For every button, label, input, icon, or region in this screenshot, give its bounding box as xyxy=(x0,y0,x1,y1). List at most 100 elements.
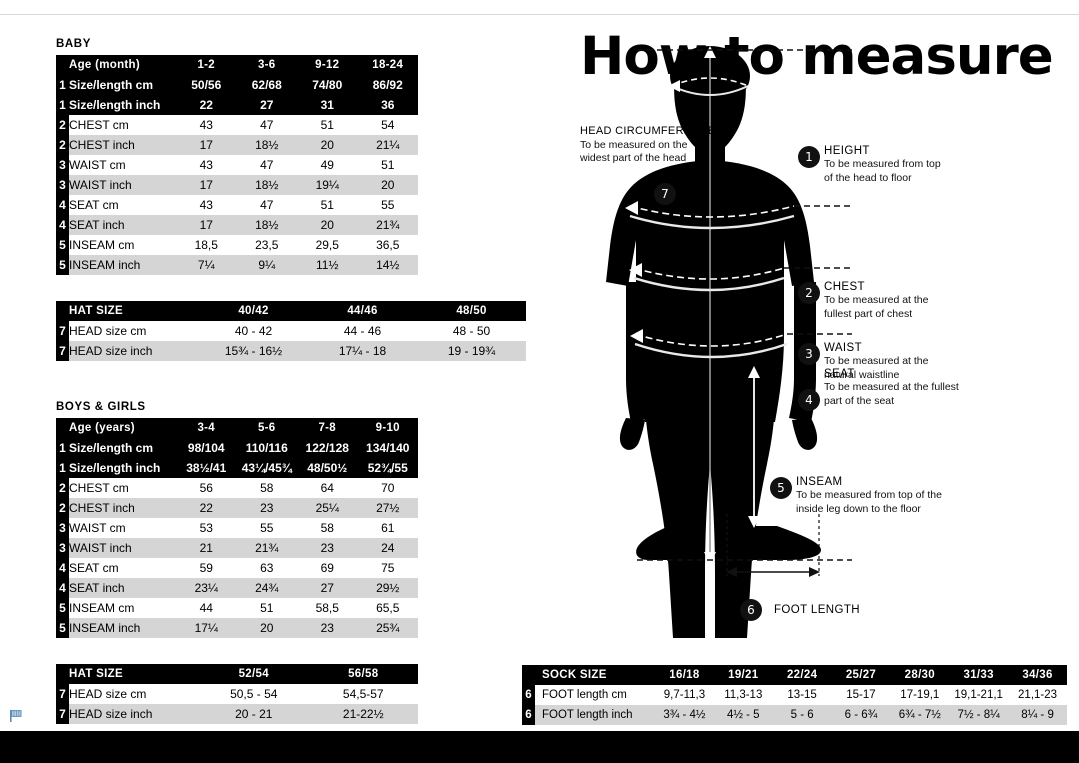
column-header-label: HAT SIZE xyxy=(69,301,199,321)
table-cell: 74/80 xyxy=(297,75,358,95)
tables-column: BABY Age (month) 1-2 3-6 9-12 18-24 1 Size/len… xyxy=(56,38,526,724)
baby-hat-body: HAT SIZE 40/42 44/46 48/50 7 HEAD size cm 40 -… xyxy=(56,301,526,361)
row-label: FOOT length cm xyxy=(535,685,656,705)
column-header: 9-12 xyxy=(297,55,358,75)
table-cell: 31 xyxy=(297,95,358,115)
bottom-bar xyxy=(0,731,1079,763)
row-label: WAIST cm xyxy=(69,518,176,538)
table-cell: 58 xyxy=(236,478,297,498)
row-index: 7 xyxy=(56,704,69,724)
row-label: WAIST cm xyxy=(69,155,176,175)
table-cell: 59 xyxy=(176,558,237,578)
row-index xyxy=(56,664,69,684)
table-cell: 23 xyxy=(297,538,358,558)
column-header-label: Age (month) xyxy=(69,55,176,75)
table-cell: 11,3-13 xyxy=(713,685,773,705)
waist-measure-guide xyxy=(629,263,852,292)
table-row: 4 SEAT cm 43 47 51 55 xyxy=(56,195,418,215)
marker-7: 7 xyxy=(654,183,676,205)
table-cell: 21¼ xyxy=(357,135,418,155)
table-cell: 54 xyxy=(357,115,418,135)
table-row: 7 HEAD size inch 15¾ - 16½ 17¼ - 18 19 - 19¾ xyxy=(56,341,526,361)
table-cell: 43 xyxy=(176,195,237,215)
table-cell: 20 xyxy=(357,175,418,195)
table-cell: 36 xyxy=(357,95,418,115)
table-cell: 70 xyxy=(357,478,418,498)
table-cell: 25¼ xyxy=(297,498,358,518)
table-cell: 44 xyxy=(176,598,237,618)
table-cell: 51 xyxy=(297,115,358,135)
table-cell: 40 - 42 xyxy=(199,321,308,341)
table-cell: 17 xyxy=(176,175,237,195)
callout-height-line1: To be measured from top xyxy=(824,158,941,171)
row-label: Size/length cm xyxy=(69,75,176,95)
boys-hat-body: HAT SIZE 52/54 56/58 7 HEAD size cm 50,5 - 54… xyxy=(56,664,418,724)
row-index: 3 xyxy=(56,155,69,175)
row-label: Size/length inch xyxy=(69,458,176,478)
row-index: 2 xyxy=(56,498,69,518)
column-header-label: Age (years) xyxy=(69,418,176,438)
callout-inseam-line2: inside leg down to the floor xyxy=(796,502,921,515)
chest-measure-guide xyxy=(625,201,852,230)
table-row: 2 CHEST cm 56 58 64 70 xyxy=(56,478,418,498)
table-cell: 17-19,1 xyxy=(890,685,950,705)
row-label: CHEST inch xyxy=(69,135,176,155)
marker-1: 1 xyxy=(798,146,820,168)
column-header: 19/21 xyxy=(713,665,773,685)
table-cell: 4½ - 5 xyxy=(713,705,773,725)
table-cell: 3¾ - 4½ xyxy=(655,705,714,725)
row-index: 6 xyxy=(522,705,535,725)
baby-table-body: Age (month) 1-2 3-6 9-12 18-24 1 Size/length c… xyxy=(56,55,418,275)
column-header: 34/36 xyxy=(1008,665,1067,685)
table-cell: 19 - 19¾ xyxy=(417,341,526,361)
table-cell: 17 xyxy=(176,135,237,155)
table-cell: 29,5 xyxy=(297,235,358,255)
table-cell: 21¾ xyxy=(236,538,297,558)
row-index: 5 xyxy=(56,618,69,638)
table-cell: 134/140 xyxy=(357,438,418,458)
table-header-row: HAT SIZE 40/42 44/46 48/50 xyxy=(56,301,526,321)
table-cell: 122/128 xyxy=(297,438,358,458)
table-cell: 58,5 xyxy=(297,598,358,618)
row-index: 3 xyxy=(56,538,69,558)
table-cell: 75 xyxy=(357,558,418,578)
table-cell: 27½ xyxy=(357,498,418,518)
table-cell: 61 xyxy=(357,518,418,538)
row-label: CHEST inch xyxy=(69,498,176,518)
row-label: Size/length inch xyxy=(69,95,176,115)
how-to-measure-heading: How to measure xyxy=(580,26,1054,87)
table-cell: 14½ xyxy=(357,255,418,275)
table-cell: 9¼ xyxy=(236,255,297,275)
table-row: 1 Size/length inch 38½/41 43¼/45¾ 48/50½ 52¾/… xyxy=(56,458,418,478)
table-cell: 17¼ xyxy=(176,618,237,638)
row-index: 2 xyxy=(56,135,69,155)
table-cell: 23,5 xyxy=(236,235,297,255)
table-cell: 15-17 xyxy=(831,685,891,705)
row-index: 3 xyxy=(56,518,69,538)
table-cell: 51 xyxy=(357,155,418,175)
foot-length-measure-guide xyxy=(637,514,852,577)
callout-inseam: INSEAM To be measured from top of the in… xyxy=(796,475,942,516)
row-index: 1 xyxy=(56,95,69,115)
callout-chest: CHEST To be measured at the fullest part… xyxy=(824,280,928,321)
table-row: 2 CHEST inch 22 23 25¼ 27½ xyxy=(56,498,418,518)
table-cell: 65,5 xyxy=(357,598,418,618)
column-header: 22/24 xyxy=(772,665,832,685)
table-row: 1 Size/length cm 50/56 62/68 74/80 86/92 xyxy=(56,75,418,95)
table-cell: 11½ xyxy=(297,255,358,275)
table-cell: 6¾ - 7½ xyxy=(890,705,950,725)
sock-table-wrap: SOCK SIZE 16/18 19/21 22/24 25/27 28/30 31/33 3… xyxy=(522,665,1067,725)
flag-icon[interactable] xyxy=(8,708,24,724)
callout-head-circumference-line1: To be measured on the xyxy=(580,138,688,151)
table-row: 7 HEAD size cm 50,5 - 54 54,5-57 xyxy=(56,684,418,704)
row-label: CHEST cm xyxy=(69,115,176,135)
table-row: 7 HEAD size inch 20 - 21 21-22½ xyxy=(56,704,418,724)
row-label: INSEAM inch xyxy=(69,255,176,275)
column-header: 52/54 xyxy=(199,664,309,684)
table-cell: 47 xyxy=(236,115,297,135)
table-cell: 22 xyxy=(176,95,237,115)
callout-waist: WAIST To be measured at the natural wais… xyxy=(824,341,928,382)
table-cell: 23 xyxy=(297,618,358,638)
callout-height: HEIGHT To be measured from top of the he… xyxy=(824,144,941,185)
table-cell: 15¾ - 16½ xyxy=(199,341,308,361)
